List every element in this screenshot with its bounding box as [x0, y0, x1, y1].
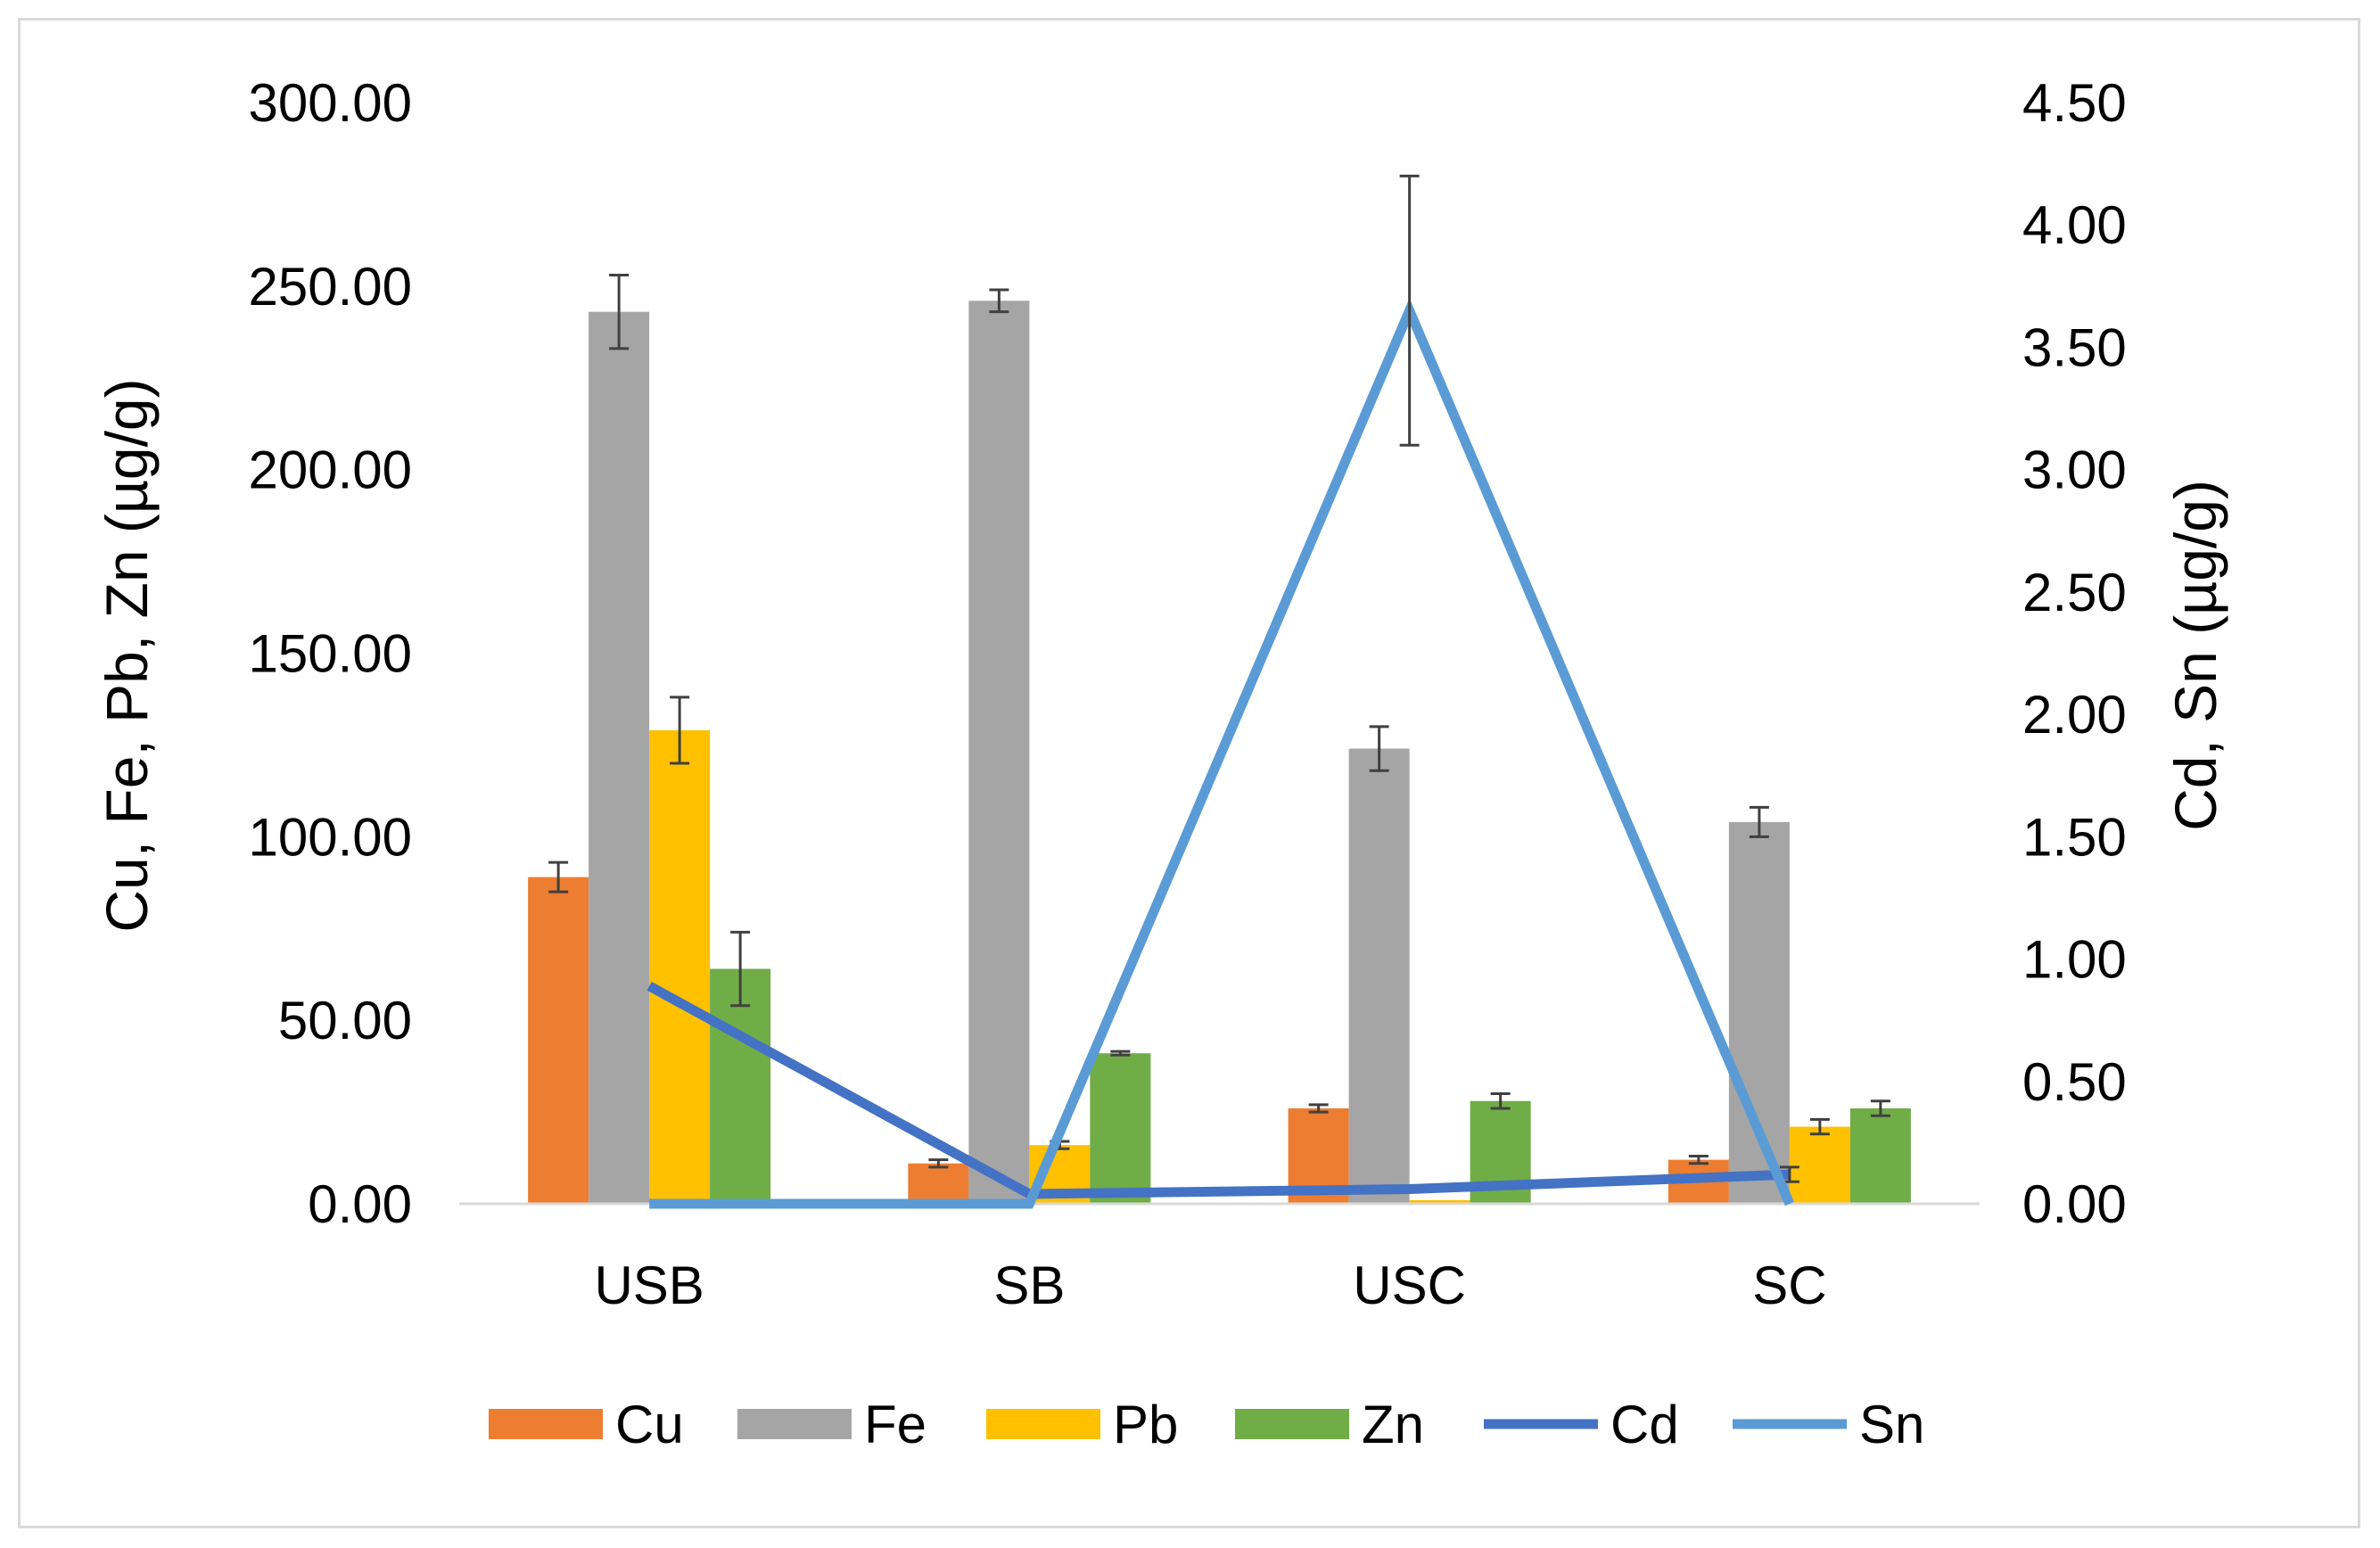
- right-tick-label: 2.00: [2022, 685, 2127, 745]
- right-tick-label: 0.50: [2022, 1052, 2127, 1112]
- left-tick-label: 200.00: [248, 441, 412, 500]
- bar-pb: [649, 729, 711, 1204]
- category-label: SC: [1752, 1256, 1826, 1315]
- right-axis-ticks: 0.00 0.50 1.00 1.50 2.00 2.50 3.00 3.50 4.00 4.50: [2022, 73, 2127, 1234]
- legend-label: Fe: [864, 1395, 926, 1454]
- chart-frame: [18, 18, 2360, 1528]
- legend-label: Pb: [1113, 1395, 1178, 1454]
- right-tick-label: 3.00: [2022, 441, 2127, 500]
- bar-fe: [968, 301, 1030, 1204]
- left-axis-title: Cu, Fe, Pb, Zn (µg/g): [94, 378, 160, 932]
- legend-label: Cu: [615, 1395, 684, 1454]
- right-tick-label: 4.50: [2022, 73, 2127, 133]
- category-label: USC: [1353, 1256, 1466, 1315]
- line-series: [646, 174, 1799, 1209]
- category-labels: USB SB USC SC: [594, 1256, 1826, 1315]
- bar-pb: [1409, 1199, 1470, 1204]
- left-tick-label: 50.00: [278, 991, 412, 1050]
- category-label: SB: [993, 1256, 1065, 1315]
- legend-label: Cd: [1610, 1395, 1679, 1454]
- right-tick-label: 1.00: [2022, 930, 2127, 990]
- legend: Cu Fe Pb Zn Cd Sn: [489, 1395, 1924, 1454]
- left-tick-label: 150.00: [248, 624, 412, 684]
- left-axis-ticks: 0.00 50.00 100.00 150.00 200.00 250.00 300.00: [248, 73, 412, 1234]
- bar-pb: [1789, 1126, 1850, 1204]
- bar-zn: [1849, 1107, 1911, 1204]
- line-cd: [646, 981, 1791, 1199]
- left-tick-label: 300.00: [248, 73, 412, 133]
- bar-fe: [589, 311, 650, 1204]
- legend-swatch-fe: [737, 1409, 852, 1439]
- bar-fe: [1348, 748, 1410, 1204]
- left-tick-label: 250.00: [248, 257, 412, 317]
- left-tick-label: 100.00: [248, 807, 412, 867]
- right-tick-label: 1.50: [2022, 807, 2127, 867]
- legend-swatch-pb: [986, 1409, 1100, 1439]
- bar-fe: [1728, 821, 1790, 1204]
- legend-swatch-cu: [489, 1409, 603, 1439]
- right-tick-label: 0.00: [2022, 1174, 2127, 1234]
- bar-zn: [710, 968, 771, 1204]
- bar-cu: [528, 877, 589, 1204]
- bar-zn: [1090, 1053, 1151, 1204]
- right-tick-label: 4.00: [2022, 195, 2127, 255]
- category-label: USB: [594, 1256, 704, 1315]
- right-tick-label: 2.50: [2022, 563, 2127, 622]
- bar-cu: [908, 1163, 969, 1204]
- legend-label: Sn: [1859, 1395, 1924, 1454]
- right-axis-title: Cd, Sn (µg/g): [2162, 480, 2228, 831]
- line-sn: [649, 298, 1794, 1209]
- right-tick-label: 3.50: [2022, 317, 2127, 377]
- left-tick-label: 0.00: [308, 1174, 412, 1234]
- legend-label: Zn: [1362, 1395, 1424, 1454]
- legend-swatch-zn: [1235, 1409, 1349, 1439]
- bars: [528, 273, 1911, 1204]
